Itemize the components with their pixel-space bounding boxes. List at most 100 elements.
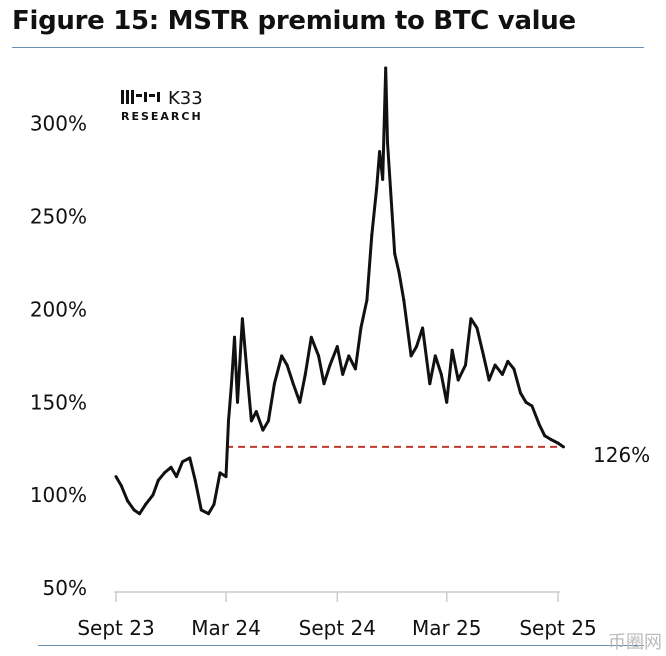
data-point xyxy=(549,437,553,441)
data-point xyxy=(119,484,123,488)
data-point xyxy=(188,456,192,460)
data-point xyxy=(469,317,473,321)
data-point xyxy=(445,400,449,404)
data-point xyxy=(285,363,289,367)
data-point xyxy=(493,363,497,367)
watermark: 币圈网 xyxy=(608,632,662,653)
data-point xyxy=(240,317,244,321)
data-point xyxy=(375,187,379,191)
data-point xyxy=(370,233,374,237)
data-point xyxy=(199,508,203,512)
k33-logo: K33 RESEARCH xyxy=(121,88,203,123)
data-point xyxy=(317,354,321,358)
series-group xyxy=(114,66,565,516)
data-point xyxy=(218,471,222,475)
data-point xyxy=(226,419,230,423)
data-point xyxy=(561,445,565,449)
logo-subtitle: RESEARCH xyxy=(121,110,203,123)
y-tick-label: 150% xyxy=(30,390,87,414)
data-point xyxy=(556,441,560,445)
data-point xyxy=(169,465,173,469)
footer-divider xyxy=(38,645,644,646)
data-point xyxy=(428,382,432,386)
y-tick-label: 250% xyxy=(30,205,87,229)
data-point xyxy=(456,378,460,382)
x-tick-label: Mar 24 xyxy=(191,616,261,640)
data-point xyxy=(174,475,178,479)
data-point xyxy=(384,66,388,70)
x-tick-label: Mar 25 xyxy=(412,616,482,640)
data-point xyxy=(181,460,185,464)
data-point xyxy=(303,372,307,376)
data-point xyxy=(421,326,425,330)
data-point xyxy=(207,512,211,516)
data-point xyxy=(335,345,339,349)
data-point xyxy=(212,502,216,506)
data-point xyxy=(482,354,486,358)
data-point xyxy=(245,372,249,376)
data-point xyxy=(298,400,302,404)
data-point xyxy=(393,252,397,256)
data-point xyxy=(156,478,160,482)
data-point xyxy=(475,326,479,330)
data-point xyxy=(151,493,155,497)
y-tick-label: 50% xyxy=(43,576,87,600)
data-point xyxy=(389,187,393,191)
data-point xyxy=(328,363,332,367)
data-point xyxy=(524,400,528,404)
data-point xyxy=(353,367,357,371)
y-tick-label: 100% xyxy=(30,483,87,507)
y-tick-label: 200% xyxy=(30,297,87,321)
data-point xyxy=(500,372,504,376)
data-point xyxy=(402,298,406,302)
data-point xyxy=(261,428,265,432)
data-point xyxy=(378,150,382,154)
data-point xyxy=(506,359,510,363)
x-axis: Sept 23 Mar 24 Sept 24 Mar 25 Sept 25 xyxy=(77,591,597,640)
data-point xyxy=(381,177,385,181)
data-point xyxy=(543,434,547,438)
data-point xyxy=(280,354,284,358)
data-point xyxy=(229,382,233,386)
data-point xyxy=(266,419,270,423)
data-point xyxy=(365,298,369,302)
data-point xyxy=(144,502,148,506)
data-point xyxy=(193,478,197,482)
end-value-label: 126% xyxy=(593,443,650,467)
data-point xyxy=(439,372,443,376)
data-point xyxy=(162,471,166,475)
y-tick-label: 300% xyxy=(30,112,87,136)
data-point xyxy=(341,372,345,376)
chart-title: Figure 15: MSTR premium to BTC value xyxy=(12,6,576,36)
data-point xyxy=(114,475,118,479)
y-axis: 50% 100% 150% 200% 250% 300% xyxy=(30,112,87,600)
data-point xyxy=(309,335,313,339)
data-point xyxy=(463,363,467,367)
data-point xyxy=(272,382,276,386)
data-point xyxy=(450,348,454,352)
data-point xyxy=(519,391,523,395)
data-point xyxy=(291,382,295,386)
data-point xyxy=(233,335,237,339)
data-point xyxy=(512,367,516,371)
data-point xyxy=(385,140,389,144)
data-point xyxy=(397,270,401,274)
data-point xyxy=(322,382,326,386)
data-point xyxy=(409,354,413,358)
title-divider xyxy=(12,47,644,48)
data-point xyxy=(138,512,142,516)
k33-logo-mark-icon xyxy=(121,90,160,104)
x-tick-label: Sept 25 xyxy=(519,616,596,640)
data-point xyxy=(132,508,136,512)
data-point xyxy=(415,345,419,349)
data-point xyxy=(236,400,240,404)
x-tick-label: Sept 24 xyxy=(299,616,376,640)
data-point xyxy=(254,410,258,414)
data-point xyxy=(530,404,534,408)
data-point xyxy=(224,475,228,479)
data-point xyxy=(359,326,363,330)
data-point xyxy=(487,378,491,382)
x-tick-label: Sept 23 xyxy=(77,616,154,640)
data-point xyxy=(433,354,437,358)
